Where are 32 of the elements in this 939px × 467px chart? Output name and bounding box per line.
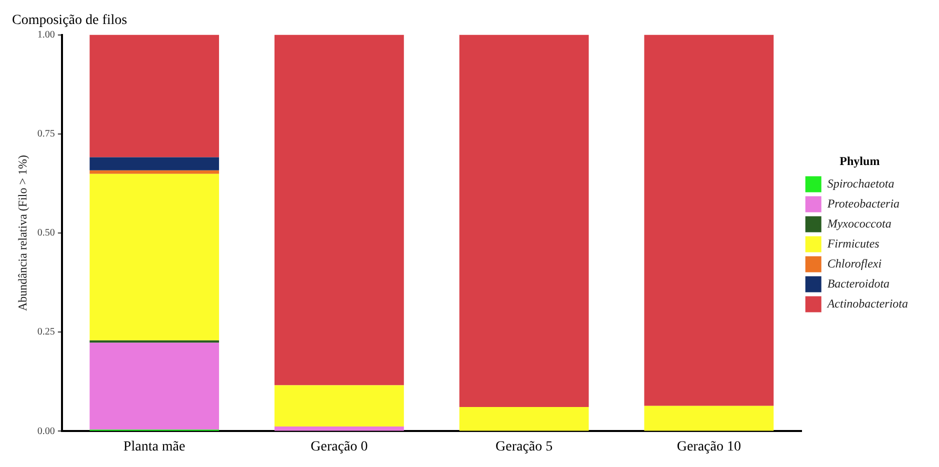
legend-label: Myxococcota [826, 216, 892, 230]
chart-title: Composição de filos [12, 13, 128, 28]
bar [90, 174, 220, 340]
bar [90, 340, 220, 343]
legend-label: Actinobacteriota [826, 296, 908, 310]
bar [459, 407, 589, 431]
legend-label: Proteobacteria [826, 196, 900, 210]
x-tick-label: Planta mãe [123, 439, 186, 454]
y-tick-label: 0.50 [37, 228, 55, 239]
legend-title: Phylum [840, 154, 880, 168]
bar [90, 157, 220, 170]
bar [90, 170, 220, 174]
y-axis-title: Abundância relativa (Filo > 1%) [15, 154, 30, 312]
legend-label: Bacteroidota [827, 276, 890, 290]
bar [274, 426, 404, 431]
x-tick-label: Geração 0 [310, 439, 368, 454]
x-tick-label: Geração 10 [676, 439, 741, 454]
y-tick-label: 0.75 [37, 128, 55, 140]
bar [90, 34, 220, 158]
bar [644, 406, 774, 431]
legend-label: Firmicutes [826, 236, 880, 250]
bar [644, 34, 774, 406]
bar [274, 385, 404, 426]
bar [459, 34, 589, 408]
x-tick-label: Geração 5 [495, 439, 553, 454]
bar [90, 342, 220, 430]
y-tick-label: 1.00 [37, 29, 55, 40]
y-tick-label: 0.00 [37, 426, 55, 437]
y-tick-label: 0.25 [37, 326, 55, 338]
legend-label: Chloroflexi [827, 256, 882, 270]
legend-label: Spirochaetota [827, 176, 894, 190]
bar [274, 34, 404, 386]
